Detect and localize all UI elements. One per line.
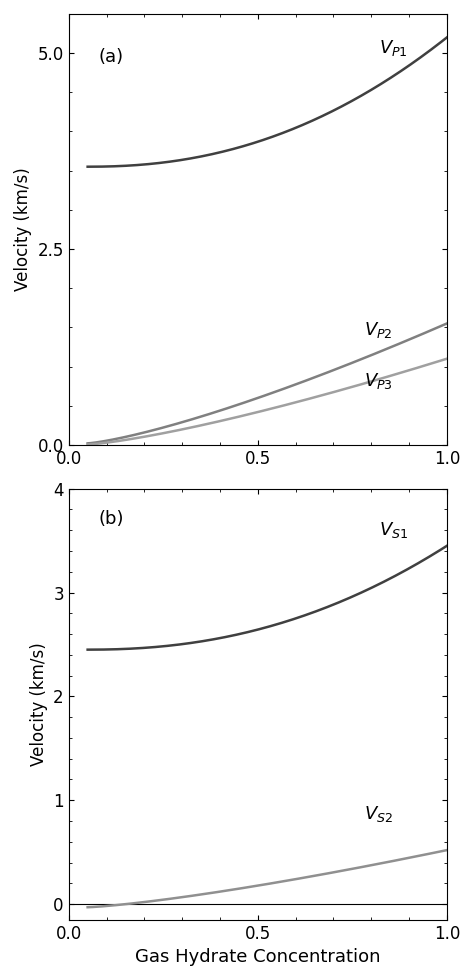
Text: $V_{{P2}}$: $V_{{P2}}$ — [364, 320, 392, 340]
Text: (a): (a) — [99, 48, 124, 67]
X-axis label: Gas Hydrate Concentration: Gas Hydrate Concentration — [135, 948, 381, 966]
Text: $V_{{S1}}$: $V_{{S1}}$ — [379, 520, 408, 540]
Y-axis label: Velocity (km/s): Velocity (km/s) — [30, 642, 48, 766]
Y-axis label: Velocity (km/s): Velocity (km/s) — [14, 168, 32, 291]
Text: (b): (b) — [99, 511, 125, 528]
Text: $V_{{S2}}$: $V_{{S2}}$ — [364, 804, 393, 824]
Text: $V_{{P3}}$: $V_{{P3}}$ — [364, 371, 392, 391]
Text: $V_{{P1}}$: $V_{{P1}}$ — [379, 38, 408, 58]
